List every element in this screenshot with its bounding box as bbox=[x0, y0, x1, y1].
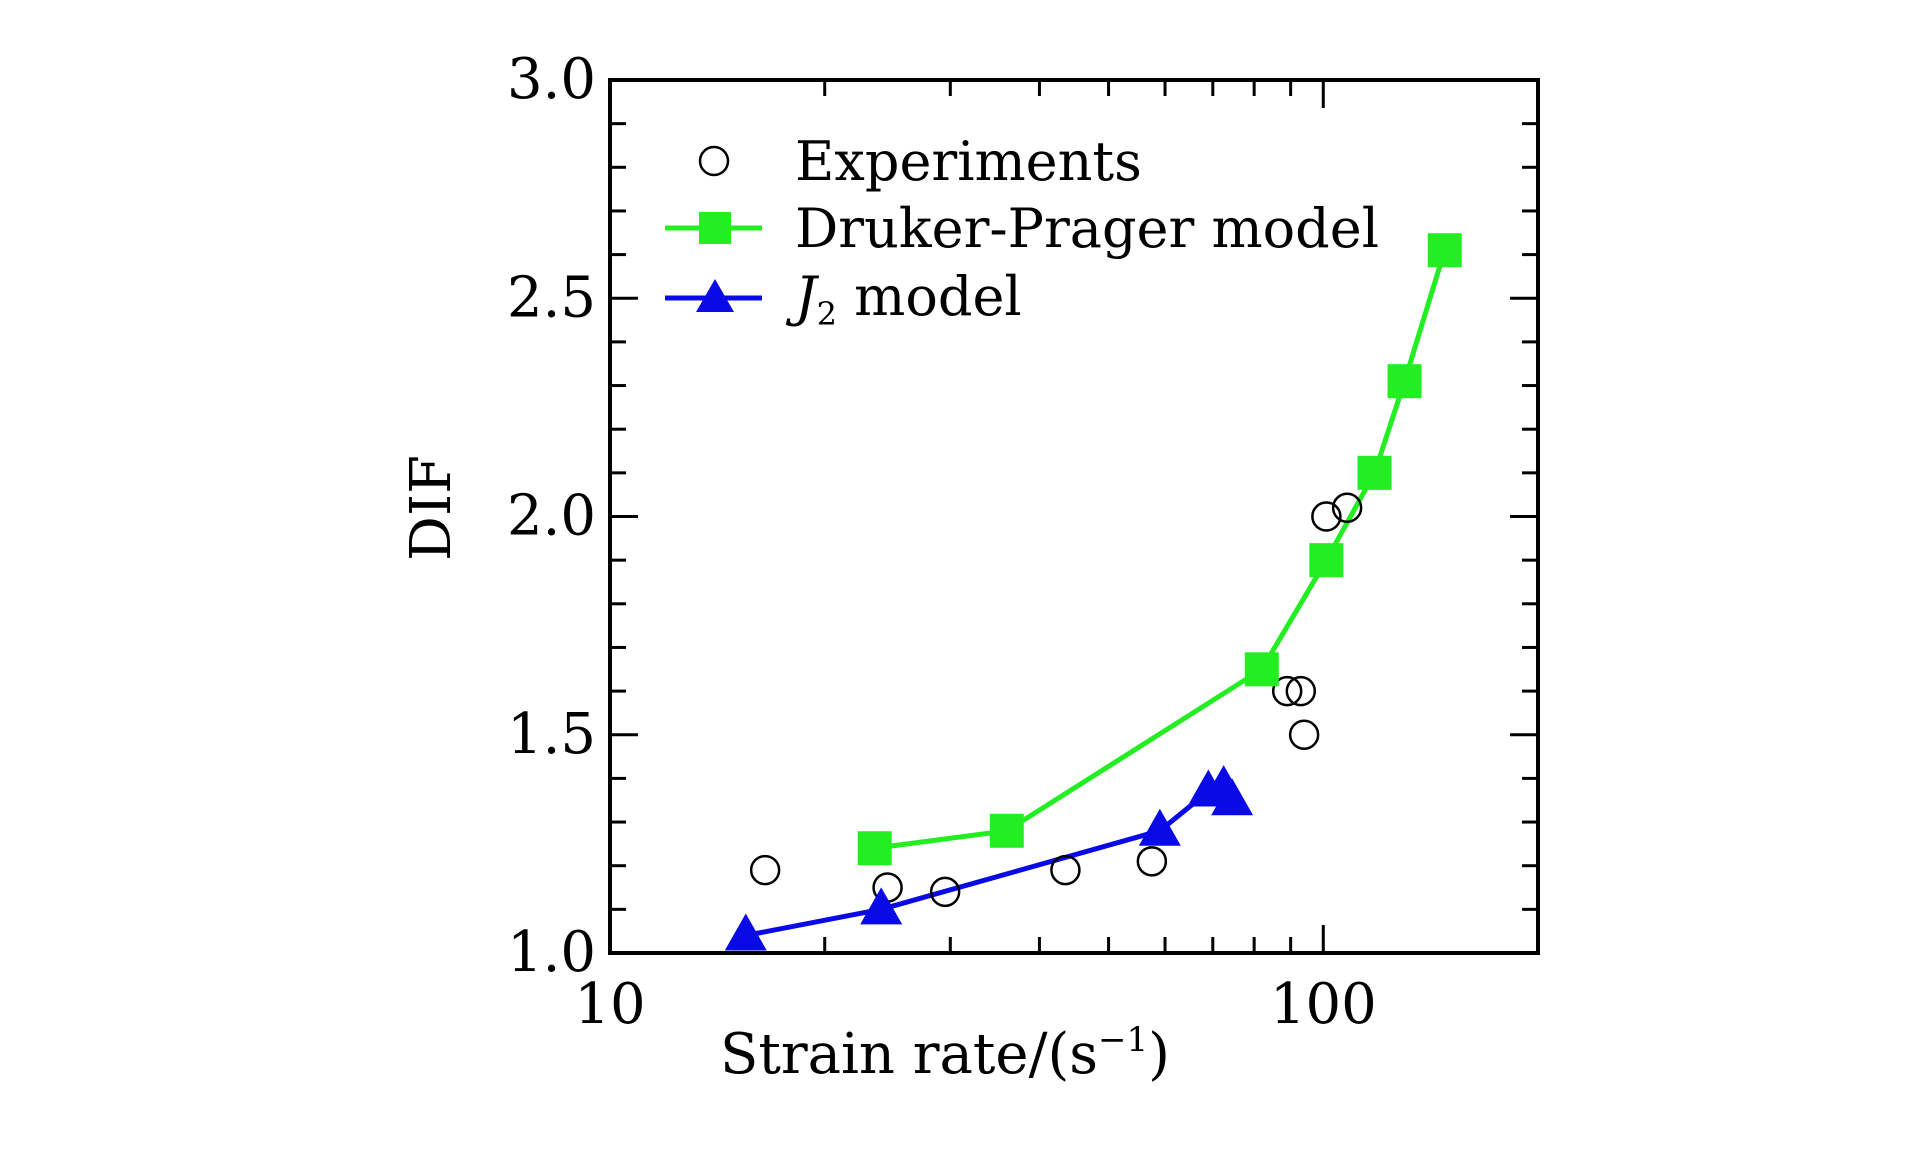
j2-point bbox=[1211, 778, 1254, 816]
druker-prager-point bbox=[857, 831, 892, 866]
experiment-point bbox=[1271, 675, 1303, 707]
legend-entry-druker-prager: Druker-Prager model bbox=[665, 197, 1379, 260]
tick-labels: 1.0 1.5 2.0 2.5 3.0 10 100 bbox=[507, 47, 1377, 1037]
y-tick-label: 2.5 bbox=[507, 265, 596, 330]
legend-label-experiments: Experiments bbox=[795, 130, 1142, 193]
legend-marker-druker-prager bbox=[699, 212, 731, 244]
j2-point bbox=[724, 913, 767, 951]
experiment-point bbox=[749, 854, 781, 886]
druker-prager-point bbox=[1427, 233, 1462, 268]
experiment-point bbox=[1288, 719, 1320, 750]
legend-label-j2-main: J bbox=[785, 265, 820, 328]
y-axis-title: DIF bbox=[399, 455, 464, 561]
experiment-point bbox=[1285, 675, 1317, 707]
experiment-point bbox=[1136, 846, 1168, 877]
experiment-point bbox=[1311, 501, 1342, 532]
y-tick-label: 3.0 bbox=[507, 47, 596, 112]
druker-prager-point bbox=[1357, 455, 1392, 490]
j2-point bbox=[860, 887, 903, 925]
druker-prager-point bbox=[1387, 364, 1422, 399]
experiment-point bbox=[1050, 854, 1081, 886]
axis-ticks bbox=[608, 78, 1538, 955]
experiment-point bbox=[1331, 492, 1363, 524]
plot-frame bbox=[608, 78, 1540, 955]
x-axis-title-end: ) bbox=[1148, 1022, 1170, 1087]
series-line bbox=[745, 784, 1235, 938]
legend-label-j2-sub: 2 bbox=[817, 295, 837, 333]
x-tick-label: 10 bbox=[574, 972, 645, 1037]
x-axis-title-sup: −1 bbox=[1098, 1020, 1148, 1060]
legend-label-druker-prager: Druker-Prager model bbox=[795, 197, 1379, 260]
x-axis-title-main: Strain rate/(s bbox=[720, 1022, 1098, 1087]
legend: Experiments Druker-Prager model J2 model bbox=[665, 130, 1379, 333]
y-tick-label: 1.0 bbox=[507, 920, 596, 985]
legend-entry-j2: J2 model bbox=[665, 265, 1022, 333]
x-tick-label: 100 bbox=[1270, 972, 1377, 1037]
druker-prager-point bbox=[989, 813, 1024, 848]
druker-prager-point bbox=[1309, 543, 1344, 578]
legend-marker-j2 bbox=[696, 279, 734, 312]
legend-label-j2-rest: model bbox=[837, 265, 1022, 328]
y-tick-label: 2.0 bbox=[507, 484, 596, 549]
druker-prager-point bbox=[1244, 652, 1279, 687]
legend-entry-experiments: Experiments bbox=[698, 130, 1142, 193]
y-tick-label: 1.5 bbox=[507, 702, 596, 767]
series-line bbox=[874, 249, 1448, 851]
legend-marker-experiments bbox=[698, 145, 730, 177]
series-layer bbox=[724, 233, 1462, 951]
x-axis-title: Strain rate/(s−1) bbox=[720, 1020, 1170, 1087]
experiment-point bbox=[929, 876, 961, 908]
legend-label-j2: J2 model bbox=[785, 265, 1022, 333]
j2-point bbox=[1138, 808, 1181, 846]
